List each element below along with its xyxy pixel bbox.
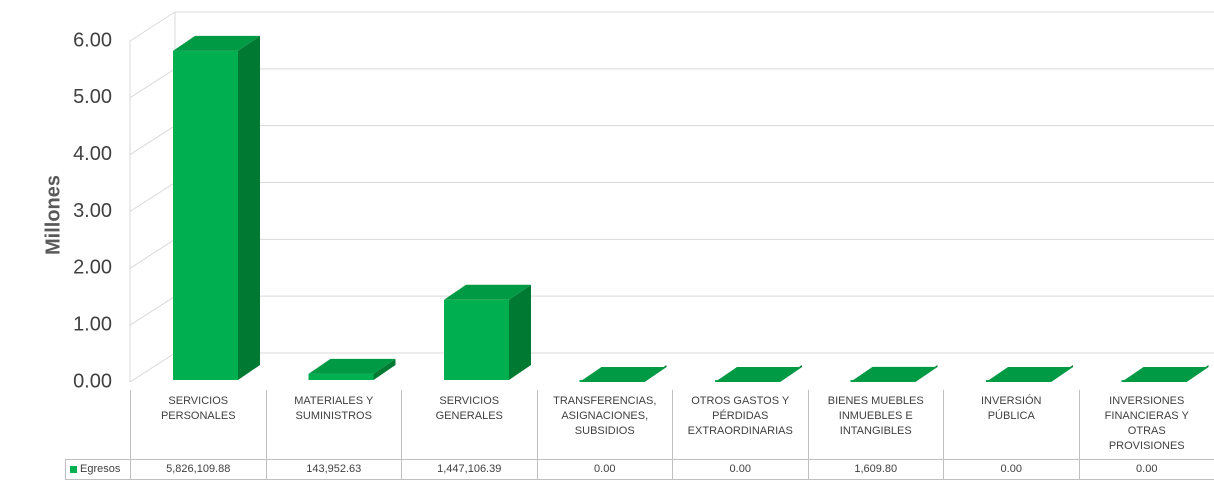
cell-text: BIENES MUEBLES INMUEBLES E INTANGIBLES <box>827 395 924 437</box>
cell-text: 0.00 <box>729 463 751 475</box>
y-tick-label: 5.00 <box>73 86 112 108</box>
value-label: 0.00 <box>943 459 1080 480</box>
cell-text: INVERSIÓN PÚBLICA <box>980 395 1042 422</box>
cell-text: 5,826,109.88 <box>166 463 231 475</box>
bar-top <box>715 367 802 382</box>
category-label: MATERIALES Y SUMINISTROS <box>265 390 402 460</box>
value-label: 1,447,106.39 <box>401 459 538 480</box>
grid-line-side <box>129 238 176 269</box>
cell-text: 1,609.80 <box>854 463 898 475</box>
category-label: INVERSIÓN PÚBLICA <box>943 390 1080 460</box>
category-label: TRANSFERENCIAS, ASIGNACIONES, SUBSIDIOS <box>536 390 673 460</box>
grid-line-side <box>129 125 176 156</box>
bar-top <box>579 367 667 382</box>
value-label: 0.00 <box>672 459 809 480</box>
category-label: SERVICIOS PERSONALES <box>130 390 267 460</box>
bar-side <box>238 35 260 381</box>
bar-top <box>173 35 260 51</box>
category-label: INVERSIONES FINANCIERAS Y OTRAS PROVISIO… <box>1078 390 1214 460</box>
value-label: 143,952.63 <box>265 459 402 480</box>
value-label: 1,609.80 <box>807 459 944 480</box>
bar-side <box>509 284 531 380</box>
y-axis-label: Millones <box>42 175 64 255</box>
y-tick-label: 6.00 <box>73 29 112 51</box>
value-label: 5,826,109.88 <box>130 459 267 480</box>
cell-text: SERVICIOS GENERALES <box>435 395 503 422</box>
grid-line-side <box>129 68 176 99</box>
cell-text: TRANSFERENCIAS, ASIGNACIONES, SUBSIDIOS <box>553 395 657 437</box>
y-tick-label: 1.00 <box>73 313 112 335</box>
bar <box>173 50 238 381</box>
category-label: BIENES MUEBLES INMUEBLES E INTANGIBLES <box>807 390 944 460</box>
value-label: 0.00 <box>1078 459 1214 480</box>
grid-line-side <box>129 11 176 42</box>
grid-line-side <box>129 182 176 212</box>
cell-text: MATERIALES Y SUMINISTROS <box>294 395 374 422</box>
cell-text: OTROS GASTOS Y PÉRDIDAS EXTRAORDINARIAS <box>687 395 793 437</box>
bar <box>444 299 509 380</box>
cell-text: 0.00 <box>594 463 616 475</box>
cell-text: 1,447,106.39 <box>437 463 502 475</box>
bar-side <box>373 358 396 380</box>
y-tick-label: 2.00 <box>73 257 112 279</box>
cell-text: SERVICIOS PERSONALES <box>160 395 236 422</box>
bar-top <box>1121 367 1209 382</box>
bar-top <box>308 358 396 374</box>
category-label: OTROS GASTOS Y PÉRDIDAS EXTRAORDINARIAS <box>672 390 809 460</box>
bar-top <box>986 367 1073 382</box>
cell-text: 0.00 <box>1136 463 1158 475</box>
legend: Egresos <box>65 459 131 480</box>
cell-text: INVERSIONES FINANCIERAS Y OTRAS PROVISIO… <box>1104 395 1189 452</box>
grid-line-side <box>129 295 176 326</box>
value-label: 0.00 <box>536 459 673 480</box>
bar <box>308 373 374 380</box>
y-tick-label: 4.00 <box>73 143 112 165</box>
category-label: SERVICIOS GENERALES <box>401 390 538 460</box>
legend-swatch <box>70 466 77 473</box>
legend-label: Egresos <box>80 463 121 475</box>
bar-top <box>444 284 531 300</box>
y-tick-label: 0.00 <box>73 370 112 392</box>
cell-text: 0.00 <box>1000 463 1022 475</box>
y-tick-label: 3.00 <box>73 200 112 222</box>
cell-text: 143,952.63 <box>306 463 362 475</box>
grid-line-side <box>129 352 176 383</box>
bar-top <box>850 366 938 382</box>
